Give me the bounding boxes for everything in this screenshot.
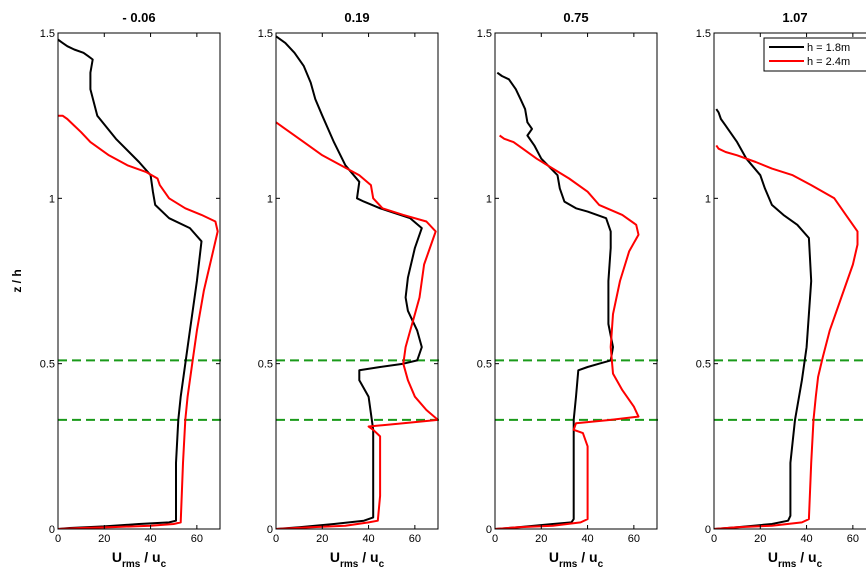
x-tick-label: 60 <box>191 533 203 545</box>
x-axis-label: Urms / uc <box>112 549 167 570</box>
series-line-h-2-4m <box>276 121 438 529</box>
y-axis-label: z / h <box>10 269 24 292</box>
x-tick-label: 40 <box>362 533 374 545</box>
panel-2: 0 20 40 60 0 0.5 1 1.5 0.19 Urms / uc <box>258 10 444 570</box>
y-tick-label: 1.5 <box>696 28 711 40</box>
legend-box <box>763 37 866 72</box>
x-tick-label: 40 <box>800 533 812 545</box>
series-line-h-1-8m <box>58 38 203 529</box>
series-line-h-1-8m <box>495 71 614 529</box>
y-tick-label: 0.5 <box>40 359 55 371</box>
x-tick-label: 20 <box>754 533 766 545</box>
x-axis-label: Urms / uc <box>549 549 604 570</box>
panel-1: 0 20 40 60 0 0.5 1 1.5 - 0.06 Urms / uc <box>40 10 226 570</box>
y-tick-label: 1.5 <box>258 28 273 40</box>
panel-title: 0.19 <box>344 10 369 25</box>
series-line-h-1-8m <box>714 108 813 529</box>
x-tick-label: 0 <box>55 533 61 545</box>
y-tick-label: 0.5 <box>696 359 711 371</box>
x-tick-label: 60 <box>628 533 640 545</box>
x-tick-label: 40 <box>581 533 593 545</box>
y-tick-label: 1 <box>49 193 55 205</box>
x-tick-label: 0 <box>492 533 498 545</box>
series-line-h-2-4m <box>58 114 219 529</box>
x-tick-label: 0 <box>711 533 717 545</box>
legend: h = 1.8m h = 2.4m <box>763 37 866 72</box>
axes-frame <box>494 32 658 530</box>
panel-title: 0.75 <box>563 10 588 25</box>
y-tick-label: 1.5 <box>477 28 492 40</box>
legend-label: h = 2.4m <box>807 56 850 68</box>
legend-label: h = 1.8m <box>807 42 850 54</box>
y-tick-label: 1 <box>267 193 273 205</box>
axes-frame <box>275 32 439 530</box>
panel-title: 1.07 <box>782 10 807 25</box>
x-tick-label: 20 <box>535 533 547 545</box>
series-line-h-2-4m <box>495 134 640 529</box>
x-tick-label: 20 <box>98 533 110 545</box>
x-tick-label: 20 <box>316 533 328 545</box>
x-tick-label: 0 <box>273 533 279 545</box>
y-tick-label: 0 <box>267 524 273 536</box>
x-tick-label: 60 <box>847 533 859 545</box>
y-tick-label: 0.5 <box>258 359 273 371</box>
x-tick-label: 40 <box>144 533 156 545</box>
panel-title: - 0.06 <box>122 10 155 25</box>
x-axis-label: Urms / uc <box>768 549 823 570</box>
y-tick-label: 1.5 <box>40 28 55 40</box>
y-tick-label: 0 <box>486 524 492 536</box>
y-tick-label: 0 <box>49 524 55 536</box>
panel-3: 0 20 40 60 0 0.5 1 1.5 0.75 Urms / uc <box>477 10 663 570</box>
axes-frame <box>713 32 866 530</box>
y-tick-label: 0.5 <box>477 359 492 371</box>
y-tick-label: 0 <box>705 524 711 536</box>
series-line-h-1-8m <box>276 35 423 529</box>
y-tick-label: 1 <box>705 193 711 205</box>
y-tick-label: 1 <box>486 193 492 205</box>
series-line-h-2-4m <box>714 144 859 529</box>
x-axis-label: Urms / uc <box>330 549 385 570</box>
axes-frame <box>57 32 221 530</box>
x-tick-label: 60 <box>409 533 421 545</box>
panel-4: 0 20 40 60 0 0.5 1 1.5 1.07 Urms / uc <box>696 10 866 570</box>
